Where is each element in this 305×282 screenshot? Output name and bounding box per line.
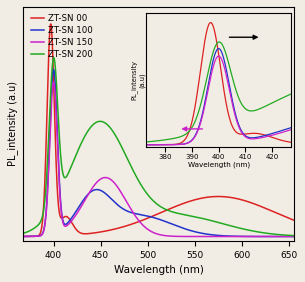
- ZT-SN 100: [19, 235, 22, 238]
- ZT-SN 00: [19, 235, 22, 238]
- Line: ZT-SN 100: ZT-SN 100: [20, 69, 298, 237]
- ZT-SN 200: [291, 234, 295, 237]
- ZT-SN 200: [67, 170, 71, 174]
- ZT-SN 200: [50, 65, 54, 68]
- ZT-SN 100: [67, 220, 71, 223]
- ZT-SN 00: [137, 220, 141, 223]
- ZT-SN 200: [19, 232, 22, 236]
- ZT-SN 00: [296, 220, 300, 224]
- ZT-SN 150: [52, 81, 56, 84]
- ZT-SN 100: [137, 213, 141, 216]
- Line: ZT-SN 200: ZT-SN 200: [20, 58, 298, 236]
- ZT-SN 00: [125, 224, 129, 227]
- ZT-SN 100: [296, 235, 300, 238]
- Y-axis label: PL_intensity (a.u): PL_intensity (a.u): [7, 81, 18, 166]
- ZT-SN 150: [137, 219, 141, 223]
- ZT-SN 200: [52, 56, 56, 60]
- ZT-SN 150: [50, 89, 54, 93]
- ZT-SN 200: [261, 231, 265, 234]
- ZT-SN 100: [261, 235, 265, 238]
- ZT-SN 00: [49, 22, 52, 26]
- ZT-SN 00: [51, 42, 54, 46]
- ZT-SN 200: [137, 180, 141, 184]
- ZT-SN 100: [50, 77, 54, 81]
- ZT-SN 150: [296, 235, 300, 238]
- ZT-SN 00: [67, 217, 71, 220]
- ZT-SN 150: [261, 235, 265, 238]
- ZT-SN 150: [125, 201, 129, 204]
- ZT-SN 150: [291, 235, 295, 238]
- Legend: ZT-SN 00, ZT-SN 100, ZT-SN 150, ZT-SN 200: ZT-SN 00, ZT-SN 100, ZT-SN 150, ZT-SN 20…: [30, 14, 93, 60]
- ZT-SN 00: [261, 206, 265, 209]
- ZT-SN 150: [67, 222, 71, 226]
- ZT-SN 200: [125, 157, 129, 160]
- ZT-SN 150: [19, 235, 22, 238]
- Line: ZT-SN 00: ZT-SN 00: [20, 24, 298, 236]
- ZT-SN 200: [296, 234, 300, 237]
- ZT-SN 00: [291, 218, 295, 221]
- X-axis label: Wavelength (nm): Wavelength (nm): [113, 265, 203, 275]
- ZT-SN 100: [291, 235, 295, 238]
- ZT-SN 100: [52, 67, 56, 71]
- ZT-SN 100: [125, 209, 129, 213]
- Line: ZT-SN 150: ZT-SN 150: [20, 82, 298, 237]
